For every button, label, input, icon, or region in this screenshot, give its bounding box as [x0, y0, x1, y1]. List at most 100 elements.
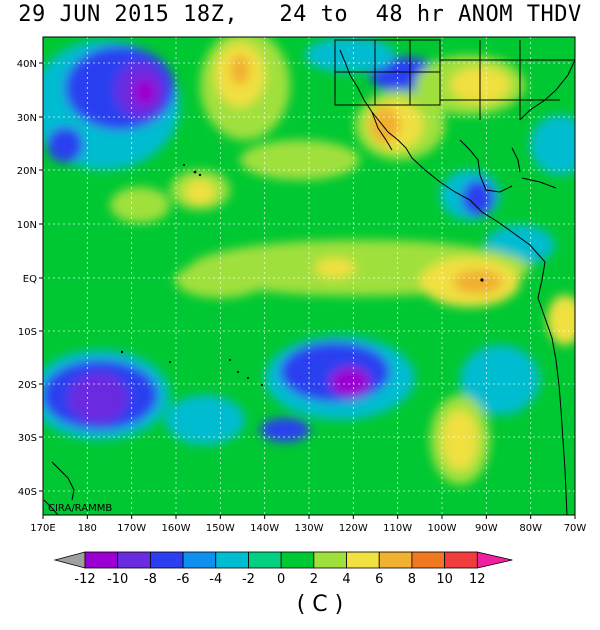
colorbar-tick-label: 4 [342, 572, 350, 587]
lat-tick-label: 20S [18, 380, 37, 391]
lon-tick-label: 110W [383, 523, 412, 534]
contour-violet-south-west [68, 373, 128, 423]
contour-cyan-south-east [460, 345, 540, 415]
boundary-us-states [334, 39, 441, 106]
lon-tick-label: 170E [30, 523, 55, 534]
lon-tick-label: 130W [295, 523, 324, 534]
colorbar-tick-label: 2 [310, 572, 318, 587]
colorbar-tick-label: -10 [107, 572, 128, 587]
colorbar-swatch [215, 551, 249, 569]
lon-tick-label: 180 [78, 523, 97, 534]
coastline-cuba [521, 177, 557, 189]
lon-tick-label: 90W [475, 523, 498, 534]
contour-cyan-north-central [305, 37, 395, 73]
lat-tick-label: 40N [17, 59, 37, 70]
contour-orange-north [230, 55, 250, 85]
coastline-new-zealand-north [51, 461, 75, 501]
island-hawaii-3 [183, 164, 185, 166]
colorbar-swatch [149, 551, 184, 569]
island-polynesia-1 [229, 359, 231, 361]
coastline-south-america-west [537, 261, 568, 515]
island-polynesia-4 [261, 384, 263, 386]
colorbar-unit: ( C ) [296, 592, 344, 617]
contour-blue-south-central [280, 342, 390, 402]
colorbar-tick-label: 12 [469, 572, 486, 587]
lon-tick-label: 160W [162, 523, 191, 534]
contour-purple-south-central [330, 367, 370, 397]
contour-blue-south-small [260, 418, 310, 442]
lon-tick-label: 120W [339, 523, 368, 534]
contour-lightgreen-north-mid [240, 140, 360, 180]
colorbar-tick-label: 8 [408, 572, 416, 587]
contour-blue-west-30n [47, 127, 83, 163]
colorbar-underflow-triangle [53, 551, 86, 569]
lat-tick-label: 30S [18, 433, 37, 444]
colorbar-swatch [378, 551, 413, 569]
colorbar-tick-label: 6 [375, 572, 383, 587]
lat-tick-label: 30N [17, 113, 37, 124]
lon-tick-label: 80W [519, 523, 542, 534]
longitude-axis: 170E 180 170W 160W 150W 140W 130W 120W 110W 100W 9… [30, 515, 586, 534]
contour-yellow-south-east [442, 410, 478, 470]
colorbar-swatch [411, 551, 446, 569]
contour-yellow-equator-mid [315, 258, 355, 278]
lon-tick-label: 100W [428, 523, 457, 534]
colorbar-tick-labels: -12 -10 -8 -6 -4 -2 0 2 4 6 8 10 12 [74, 572, 485, 587]
coastlines [43, 39, 575, 515]
lat-tick-label: 10S [18, 327, 37, 338]
coastline-north-america-west [339, 49, 546, 263]
contour-lightgreen-north-band [110, 187, 170, 223]
coastline-us-east [519, 59, 575, 121]
colorbar-tick-label: -4 [209, 572, 222, 587]
lat-tick-label: EQ [23, 274, 37, 285]
colorbar-tick-label: -12 [74, 572, 95, 587]
colorbar-tick-label: -8 [144, 572, 157, 587]
island-polynesia-2 [237, 371, 239, 373]
lat-tick-label: 20N [17, 166, 37, 177]
contour-orange-baja [370, 107, 400, 143]
colorbar-swatch [182, 551, 217, 569]
latitude-axis: 40N 30N 20N 10N EQ 10S 20S 30S 40S [17, 59, 43, 498]
colorbar-tick-label: 0 [277, 572, 285, 587]
lon-tick-label: 170W [117, 523, 146, 534]
contour-lightgreen-west-equator [175, 262, 265, 298]
lat-tick-label: 10N [17, 220, 37, 231]
colorbar-tick-label: 10 [436, 572, 453, 587]
island-hawaii-2 [198, 173, 202, 177]
island-polynesia-3 [247, 377, 249, 379]
colorbar [53, 551, 513, 569]
island-hawaii [193, 170, 197, 174]
colorbar-swatch [346, 551, 380, 569]
lat-lon-grid [43, 37, 575, 515]
anomaly-contours [43, 37, 575, 485]
lat-tick-label: 40S [18, 487, 37, 498]
page-title: 29 JUN 2015 18Z, 24 to 48 hr ANOM THDV [18, 2, 582, 27]
colorbar-tick-label: -2 [242, 572, 255, 587]
lon-tick-label: 140W [250, 523, 279, 534]
contour-purple-northwest [133, 78, 157, 106]
contour-lightgreen-chile [547, 295, 575, 345]
coastline-florida [511, 147, 521, 173]
credit-label: CIRA/RAMMB [48, 503, 112, 514]
colorbar-swatch [444, 551, 478, 569]
colorbar-swatch [313, 551, 347, 569]
island-galapagos [480, 278, 484, 282]
coastline-new-zealand-south [43, 499, 59, 515]
contour-orange-equator-east [453, 270, 503, 294]
coastline-gulf [459, 139, 513, 193]
boundary-us-east [440, 40, 575, 120]
lon-tick-label: 150W [206, 523, 235, 534]
contour-cyan-us-northeast [530, 115, 575, 175]
map-plot-area [43, 37, 575, 515]
colorbar-tick-label: -6 [177, 572, 190, 587]
island-fiji [120, 350, 124, 354]
colorbar-swatch [117, 551, 151, 569]
contour-cyan-south-mid [165, 395, 245, 445]
island-samoa [169, 361, 171, 363]
coastline-baja [371, 111, 393, 151]
colorbar-swatch [84, 551, 119, 569]
colorbar-swatch [248, 551, 282, 569]
colorbar-overflow-triangle [476, 551, 513, 569]
islands [120, 164, 484, 386]
